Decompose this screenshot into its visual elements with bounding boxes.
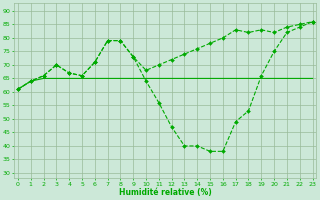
X-axis label: Humidité relative (%): Humidité relative (%): [119, 188, 212, 197]
